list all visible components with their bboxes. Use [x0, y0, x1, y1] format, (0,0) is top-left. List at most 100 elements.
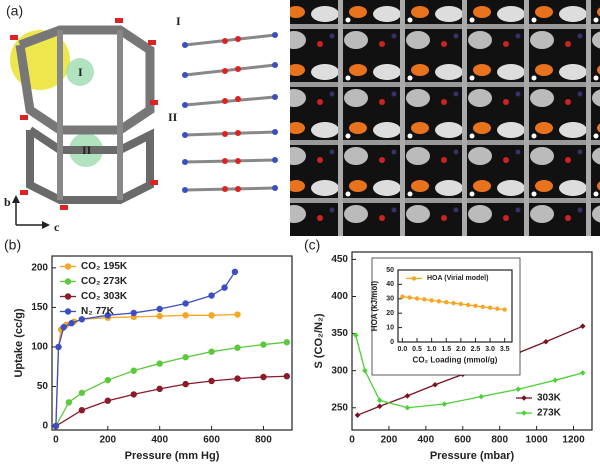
- data-point: [400, 294, 405, 299]
- data-point: [414, 296, 420, 301]
- data-point: [422, 297, 427, 302]
- data-point: [260, 341, 267, 348]
- data-point: [208, 312, 215, 319]
- x-tick-label: 1.0: [427, 346, 437, 353]
- data-point: [221, 284, 228, 291]
- data-point: [502, 307, 507, 312]
- data-point: [404, 404, 411, 411]
- x-tick-label: 600: [454, 435, 471, 446]
- data-point: [64, 278, 72, 285]
- data-point: [104, 397, 111, 404]
- data-point: [407, 295, 412, 300]
- y-tick-label: 50: [386, 267, 394, 274]
- plot-frame: [51, 255, 293, 431]
- x-tick-label: 800: [255, 435, 272, 446]
- data-point: [55, 343, 62, 351]
- data-point: [104, 312, 111, 319]
- data-point: [444, 300, 449, 305]
- y-tick-label: 40: [386, 281, 394, 288]
- x-tick-label: 1200: [562, 435, 585, 446]
- panel-label: (c): [304, 237, 320, 253]
- legend-label: N₂ 77K: [81, 306, 115, 317]
- structure-label: I: [176, 14, 181, 28]
- data-point: [208, 377, 215, 385]
- x-tick-label: 200: [381, 435, 398, 446]
- x-axis-label: Pressure (mm Hg): [125, 450, 220, 462]
- data-point: [60, 323, 67, 331]
- plot-frame: [351, 251, 593, 431]
- data-point: [182, 354, 189, 361]
- x-tick-label: 400: [151, 435, 168, 446]
- y-tick-label: 20: [386, 310, 394, 317]
- data-point: [64, 293, 72, 300]
- legend-label: 273K: [537, 408, 562, 419]
- x-tick-label: 0.0: [398, 346, 408, 353]
- y-tick-label: 200: [31, 263, 48, 274]
- panel-label: (a): [6, 3, 23, 19]
- y-tick-label: 300: [331, 365, 348, 376]
- x-tick-label: 2.5: [471, 346, 481, 353]
- data-point: [234, 375, 241, 382]
- x-tick-label: 1000: [525, 435, 548, 446]
- data-point: [362, 367, 368, 374]
- x-tick-label: 200: [99, 435, 116, 446]
- data-point: [182, 380, 189, 388]
- data-point: [208, 348, 215, 355]
- framework-view: [290, 0, 600, 236]
- data-point: [283, 339, 291, 346]
- y-tick-label: 250: [331, 402, 348, 413]
- data-point: [64, 308, 72, 315]
- structure-label: I: [78, 65, 83, 79]
- data-point: [182, 300, 189, 307]
- data-point: [473, 303, 478, 309]
- data-point: [156, 360, 163, 367]
- panel-label: (b): [4, 237, 21, 253]
- x-tick-label: 3.5: [500, 346, 510, 353]
- data-point: [579, 370, 586, 376]
- data-point: [78, 389, 86, 397]
- y-tick-label: 150: [31, 302, 48, 313]
- structure-label: II: [82, 143, 92, 157]
- data-point: [441, 401, 448, 407]
- x-axis-label: Pressure (mbar): [430, 450, 515, 462]
- data-point: [495, 306, 500, 311]
- x-tick-label: 2.0: [456, 346, 466, 353]
- legend-label: CO₂ 195K: [81, 261, 128, 272]
- data-point: [260, 373, 267, 381]
- data-point: [68, 320, 75, 327]
- x-tick-label: 0: [349, 435, 355, 446]
- y-tick-label: 350: [331, 328, 348, 339]
- data-point: [429, 298, 434, 303]
- data-point: [156, 385, 163, 393]
- data-point: [515, 386, 521, 393]
- y-tick-label: 50: [37, 381, 49, 392]
- x-tick-label: 3.0: [485, 346, 495, 353]
- data-point: [104, 376, 111, 384]
- x-tick-label: 1.5: [441, 346, 451, 353]
- data-point: [436, 299, 442, 304]
- data-point: [404, 393, 411, 399]
- x-tick-label: 400: [418, 435, 435, 446]
- data-point: [552, 377, 558, 384]
- y-tick-label: 0: [42, 421, 48, 432]
- data-point: [543, 338, 549, 345]
- data-point: [52, 422, 60, 430]
- plot-frame: [397, 269, 513, 343]
- data-point: [376, 403, 383, 410]
- data-point: [283, 373, 291, 380]
- y-axis-label: HOA (kJ/mol): [370, 280, 379, 331]
- axis-letter: c: [54, 220, 60, 234]
- data-point: [451, 300, 456, 306]
- data-point: [78, 316, 86, 323]
- legend-label: HOA (Virial model): [427, 275, 488, 282]
- data-point: [234, 344, 241, 351]
- x-axis-label: CO₂ Loading (mmol/g): [413, 355, 498, 364]
- data-point: [411, 276, 417, 281]
- data-point: [156, 312, 163, 320]
- legend-label: 303K: [537, 393, 562, 404]
- data-point: [130, 367, 137, 374]
- y-tick-label: 400: [331, 291, 348, 302]
- data-point: [376, 397, 383, 404]
- data-point: [480, 304, 485, 310]
